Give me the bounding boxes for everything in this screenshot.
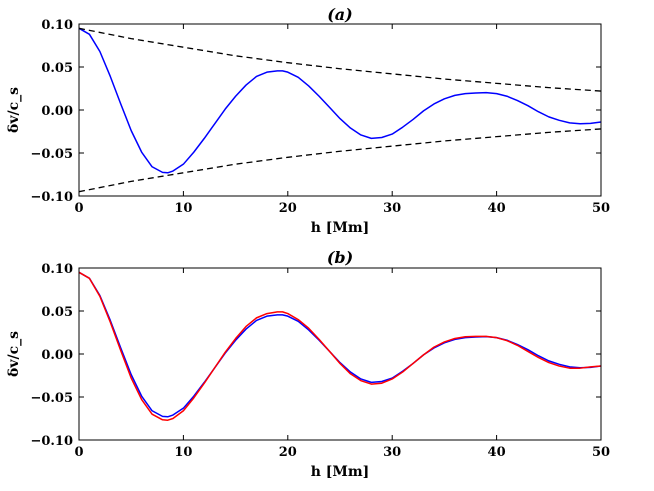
panel-1-ytick-label: 0.05 [41, 305, 73, 320]
panel-1-xtick-label: 50 [592, 445, 610, 460]
panel-1-xtick-label: 30 [383, 445, 401, 460]
panel-0-xtick-label: 0 [74, 201, 83, 216]
panel-b-xlabel: h [Mm] [311, 464, 370, 480]
panel-a-frame [78, 23, 602, 197]
panel-1-xtick-label: 20 [279, 445, 297, 460]
panel-a: (a) 0 10 20 30 40 50 −0.10 −0.05 0.00 0.05 0.10 h … [6, 5, 610, 236]
panel-a-ylabel: δv/c_s [6, 87, 22, 133]
panel-1-ytick-label: −0.10 [30, 434, 73, 449]
panel-0-xtick-label: 30 [383, 201, 401, 216]
panel-1-xtick-label: 0 [74, 445, 83, 460]
panel-1-series-blue-line [78, 271, 602, 418]
panel-0-xtick-label: 50 [592, 201, 610, 216]
panel-1-xtick-label: 10 [174, 445, 192, 460]
panel-b-title: (b) [327, 248, 353, 267]
panel-0-xtick-label: 10 [174, 201, 192, 216]
panel-0-ytick-label: 0.05 [41, 61, 73, 76]
panel-a-title: (a) [327, 5, 353, 24]
panel-1-xtick-label: 40 [488, 445, 506, 460]
panel-0-ytick-label: 0.00 [41, 104, 73, 119]
panel-1-series-red-line [78, 271, 602, 421]
panel-b-frame [78, 267, 602, 441]
panel-0-xtick-label: 20 [279, 201, 297, 216]
panel-b-ylabel: δv/c_s [6, 331, 22, 377]
panel-0-series-upper-envelope-line [78, 27, 602, 92]
panel-0-series-lower-envelope-line [78, 128, 602, 193]
panel-1-ytick-label: −0.05 [30, 391, 73, 406]
panel-a-xlabel: h [Mm] [311, 220, 370, 236]
panel-0-ytick-label: 0.10 [41, 18, 73, 33]
panel-a-series [78, 27, 602, 193]
panel-0-xtick-label: 40 [488, 201, 506, 216]
panel-0-series-solution-line [78, 27, 602, 174]
panel-0-ytick-label: −0.05 [30, 147, 73, 162]
panel-1-ytick-label: 0.10 [41, 262, 73, 277]
panel-b: (b) 0 10 20 30 40 50 −0.10 −0.05 0.00 0.05 0.10 h … [6, 248, 610, 480]
panel-b-ticks: 0 10 20 30 40 50 −0.10 −0.05 0.00 0.05 0.10 [30, 262, 610, 460]
panel-0-ytick-label: −0.10 [30, 190, 73, 205]
panel-b-series [78, 271, 602, 421]
panel-1-ytick-label: 0.00 [41, 348, 73, 363]
panel-a-ticks: 0 10 20 30 40 50 −0.10 −0.05 0.00 0.05 0.10 [30, 18, 610, 216]
